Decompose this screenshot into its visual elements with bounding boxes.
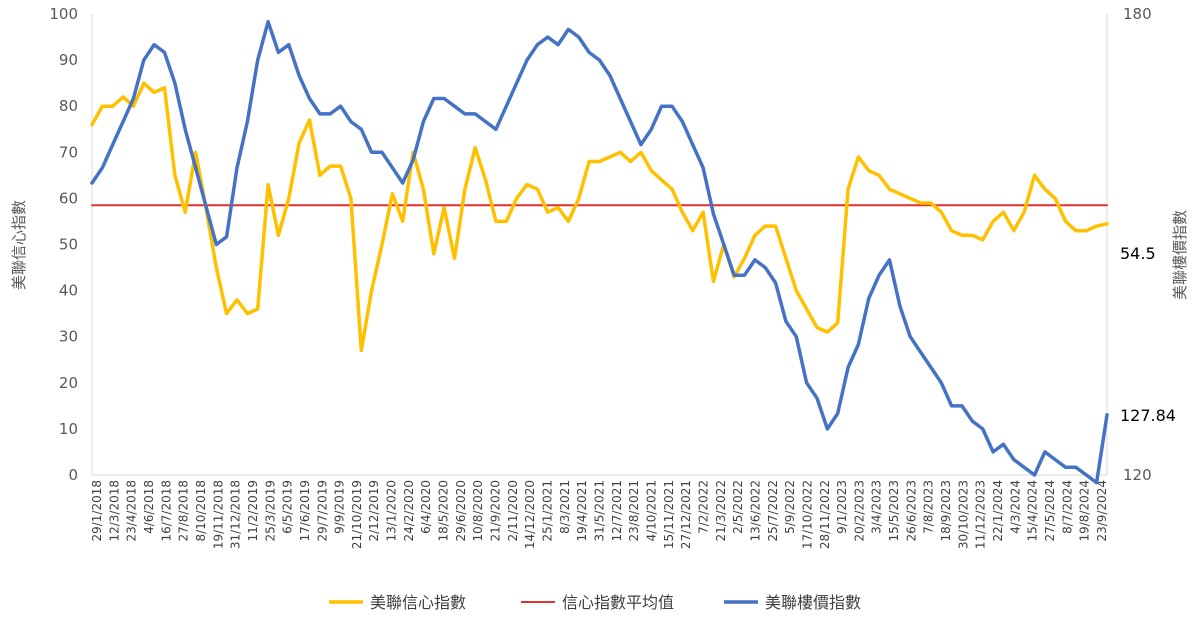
x-tick-label: 9/9/2019 — [333, 480, 347, 534]
x-tick-label: 16/7/2018 — [159, 480, 173, 542]
x-tick-label: 9/1/2023 — [835, 480, 849, 534]
x-tick-label: 12/3/2018 — [107, 480, 121, 542]
x-tick-label: 21/9/2020 — [489, 480, 503, 542]
y-left-tick-label: 40 — [59, 282, 78, 300]
y-right-tick-label: 120 — [1123, 466, 1152, 484]
x-tick-label: 13/1/2020 — [385, 480, 399, 542]
y-left-tick-label: 60 — [59, 189, 78, 207]
x-tick-label: 15/11/2021 — [662, 480, 676, 549]
x-tick-label: 7/8/2023 — [922, 480, 936, 534]
x-tick-label: 27/5/2024 — [1043, 480, 1057, 542]
x-tick-label: 28/11/2022 — [818, 480, 832, 549]
series-line-confidence-index — [90, 81, 1109, 353]
x-tick-label: 23/4/2018 — [125, 480, 139, 542]
legend: 美聯信心指數 信心指數平均值 美聯樓價指數 — [329, 593, 861, 612]
y-axis-left-title: 美聯信心指數 — [10, 200, 28, 290]
x-tick-label: 11/2/2019 — [246, 480, 260, 542]
y-left-tick-label: 0 — [68, 466, 78, 484]
x-tick-label: 8/7/2024 — [1060, 480, 1074, 534]
y-left-tick-label: 10 — [59, 420, 78, 438]
x-tick-label: 21/3/2022 — [714, 480, 728, 542]
x-tick-label: 25/1/2021 — [541, 480, 555, 542]
x-tick-label: 30/10/2023 — [956, 480, 970, 549]
legend-label-average: 信心指數平均值 — [562, 593, 674, 612]
x-tick-label: 26/6/2023 — [904, 480, 918, 542]
legend-label-confidence: 美聯信心指數 — [370, 593, 466, 612]
x-tick-label: 5/9/2022 — [783, 480, 797, 534]
x-tick-label: 19/8/2024 — [1078, 480, 1092, 542]
y-left-tick-label: 50 — [59, 236, 78, 254]
x-tick-label: 23/8/2021 — [627, 480, 641, 542]
x-tick-label: 10/8/2020 — [471, 480, 485, 542]
y-left-tick-label: 20 — [59, 374, 78, 392]
x-tick-label: 4/3/2024 — [1008, 480, 1022, 534]
x-tick-label: 23/9/2024 — [1095, 480, 1109, 542]
x-tick-label: 4/6/2018 — [142, 480, 156, 534]
x-tick-label: 19/4/2021 — [575, 480, 589, 542]
x-tick-label: 29/6/2020 — [454, 480, 468, 542]
x-tick-label: 27/8/2018 — [177, 480, 191, 542]
y-axis-right-title: 美聯樓價指數 — [1171, 210, 1189, 300]
x-tick-label: 25/3/2019 — [263, 480, 277, 542]
x-tick-label: 24/2/2020 — [402, 480, 416, 542]
x-tick-label: 17/10/2022 — [800, 480, 814, 549]
x-tick-label: 22/1/2024 — [991, 480, 1005, 542]
x-tick-label: 14/12/2020 — [523, 480, 537, 549]
annotation-price-last: 127.84 — [1120, 406, 1176, 425]
annotation-confidence-last: 54.5 — [1120, 244, 1156, 263]
x-tick-label: 31/12/2018 — [229, 480, 243, 549]
x-tick-label: 19/11/2018 — [211, 480, 225, 549]
x-tick-label: 27/12/2021 — [679, 480, 693, 549]
y-right-tick-label: 180 — [1123, 5, 1152, 23]
x-tick-label: 29/1/2018 — [90, 480, 104, 542]
series-line-property-price-index — [90, 19, 1109, 485]
x-tick-label: 4/10/2021 — [644, 480, 658, 542]
x-tick-label: 15/4/2024 — [1026, 480, 1040, 542]
x-tick-label: 17/6/2019 — [298, 480, 312, 542]
y-left-tick-label: 30 — [59, 328, 78, 346]
x-tick-label: 2/11/2020 — [506, 480, 520, 542]
x-tick-label: 2/12/2019 — [367, 480, 381, 542]
x-tick-label: 8/3/2021 — [558, 480, 572, 534]
x-tick-label: 18/5/2020 — [437, 480, 451, 542]
x-tick-label: 20/2/2023 — [852, 480, 866, 542]
x-tick-label: 13/6/2022 — [748, 480, 762, 542]
y-left-tick-label: 90 — [59, 51, 78, 69]
x-tick-label: 12/7/2021 — [610, 480, 624, 542]
x-tick-label: 31/5/2021 — [593, 480, 607, 542]
x-tick-label: 6/5/2019 — [281, 480, 295, 534]
x-tick-label: 3/4/2023 — [870, 480, 884, 534]
x-tick-label: 25/7/2022 — [766, 480, 780, 542]
legend-label-price: 美聯樓價指數 — [765, 593, 861, 612]
x-tick-label: 21/10/2019 — [350, 480, 364, 549]
x-tick-label: 15/5/2023 — [887, 480, 901, 542]
y-left-tick-label: 100 — [49, 5, 78, 23]
x-tick-label: 29/7/2019 — [315, 480, 329, 542]
x-tick-label: 11/12/2023 — [974, 480, 988, 549]
x-tick-label: 8/10/2018 — [194, 480, 208, 542]
x-tick-label: 18/9/2023 — [939, 480, 953, 542]
x-tick-label: 2/5/2022 — [731, 480, 745, 534]
x-tick-label: 7/2/2022 — [696, 480, 710, 534]
y-left-tick-label: 70 — [59, 143, 78, 161]
x-tick-label: 6/4/2020 — [419, 480, 433, 534]
y-left-tick-label: 80 — [59, 97, 78, 115]
